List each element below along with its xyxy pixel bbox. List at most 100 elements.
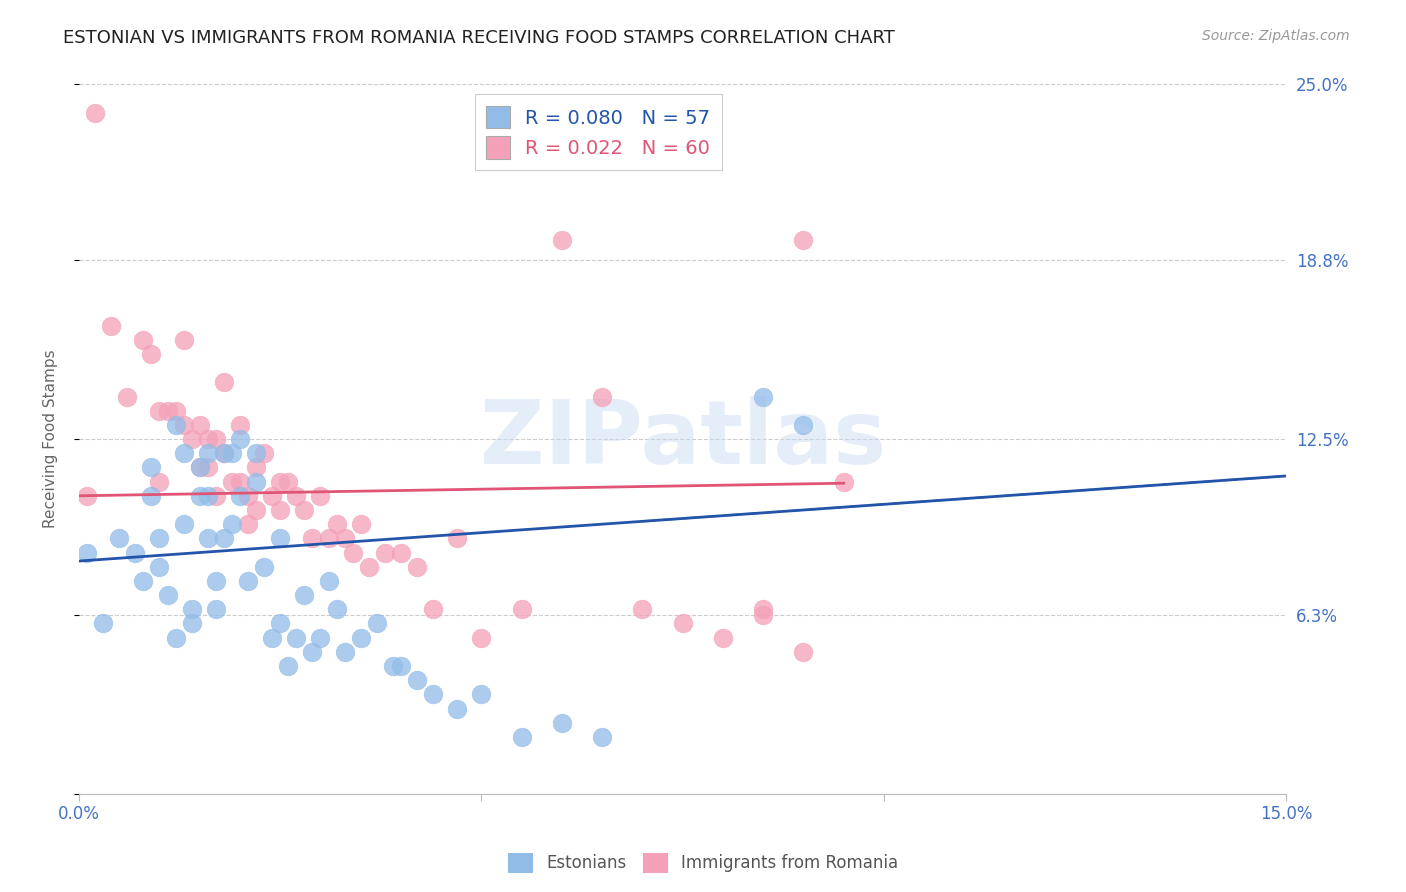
Point [173, 446, 195, 460]
Y-axis label: Receiving Food Stamps: Receiving Food Stamps [44, 350, 58, 528]
Point [277, 659, 299, 673]
Point [76, 489, 98, 503]
Point [180, 616, 202, 631]
Point [309, 489, 332, 503]
Point [197, 446, 219, 460]
Point [173, 417, 195, 432]
Point [141, 347, 163, 361]
Point [204, 489, 226, 503]
Point [752, 390, 775, 404]
Point [117, 390, 139, 404]
Point [446, 701, 468, 715]
Point [188, 460, 211, 475]
Point [374, 545, 396, 559]
Point [188, 460, 211, 475]
Text: Source: ZipAtlas.com: Source: ZipAtlas.com [1202, 29, 1350, 43]
Point [197, 432, 219, 446]
Point [350, 631, 373, 645]
Legend: R = 0.080   N = 57, R = 0.022   N = 60: R = 0.080 N = 57, R = 0.022 N = 60 [475, 95, 721, 170]
Point [212, 532, 235, 546]
Point [318, 532, 340, 546]
Point [325, 517, 347, 532]
Point [124, 545, 146, 559]
Point [357, 559, 380, 574]
Legend: Estonians, Immigrants from Romania: Estonians, Immigrants from Romania [501, 847, 905, 880]
Point [180, 602, 202, 616]
Point [221, 517, 243, 532]
Point [236, 574, 259, 588]
Point [180, 432, 202, 446]
Point [221, 475, 243, 489]
Point [173, 517, 195, 532]
Point [389, 659, 412, 673]
Point [591, 390, 613, 404]
Text: ZIPatlas: ZIPatlas [479, 395, 886, 483]
Point [342, 545, 364, 559]
Point [212, 446, 235, 460]
Point [165, 403, 187, 417]
Point [91, 616, 114, 631]
Point [470, 631, 492, 645]
Point [253, 446, 276, 460]
Point [173, 333, 195, 347]
Point [591, 730, 613, 744]
Point [309, 631, 332, 645]
Point [132, 333, 155, 347]
Point [197, 489, 219, 503]
Point [318, 574, 340, 588]
Point [245, 460, 267, 475]
Point [446, 532, 468, 546]
Point [84, 105, 107, 120]
Point [236, 517, 259, 532]
Point [108, 532, 131, 546]
Point [389, 545, 412, 559]
Point [711, 631, 734, 645]
Point [333, 645, 356, 659]
Point [301, 532, 323, 546]
Point [253, 559, 276, 574]
Point [325, 602, 347, 616]
Point [188, 417, 211, 432]
Point [204, 432, 226, 446]
Point [156, 403, 179, 417]
Point [245, 446, 267, 460]
Point [229, 475, 252, 489]
Point [366, 616, 388, 631]
Point [470, 687, 492, 701]
Point [229, 417, 252, 432]
Point [285, 489, 308, 503]
Point [165, 631, 187, 645]
Point [188, 489, 211, 503]
Point [148, 532, 170, 546]
Point [212, 376, 235, 390]
Point [204, 602, 226, 616]
Point [333, 532, 356, 546]
Point [301, 645, 323, 659]
Point [269, 475, 291, 489]
Point [792, 417, 814, 432]
Point [100, 318, 122, 333]
Point [229, 489, 252, 503]
Text: ESTONIAN VS IMMIGRANTS FROM ROMANIA RECEIVING FOOD STAMPS CORRELATION CHART: ESTONIAN VS IMMIGRANTS FROM ROMANIA RECE… [63, 29, 896, 46]
Point [292, 503, 315, 517]
Point [76, 545, 98, 559]
Point [229, 432, 252, 446]
Point [631, 602, 654, 616]
Point [510, 602, 533, 616]
Point [212, 446, 235, 460]
Point [422, 602, 444, 616]
Point [752, 602, 775, 616]
Point [132, 574, 155, 588]
Point [832, 475, 855, 489]
Point [197, 532, 219, 546]
Point [141, 489, 163, 503]
Point [269, 532, 291, 546]
Point [792, 645, 814, 659]
Point [792, 234, 814, 248]
Point [236, 489, 259, 503]
Point [350, 517, 373, 532]
Point [204, 574, 226, 588]
Point [221, 446, 243, 460]
Point [422, 687, 444, 701]
Point [292, 588, 315, 602]
